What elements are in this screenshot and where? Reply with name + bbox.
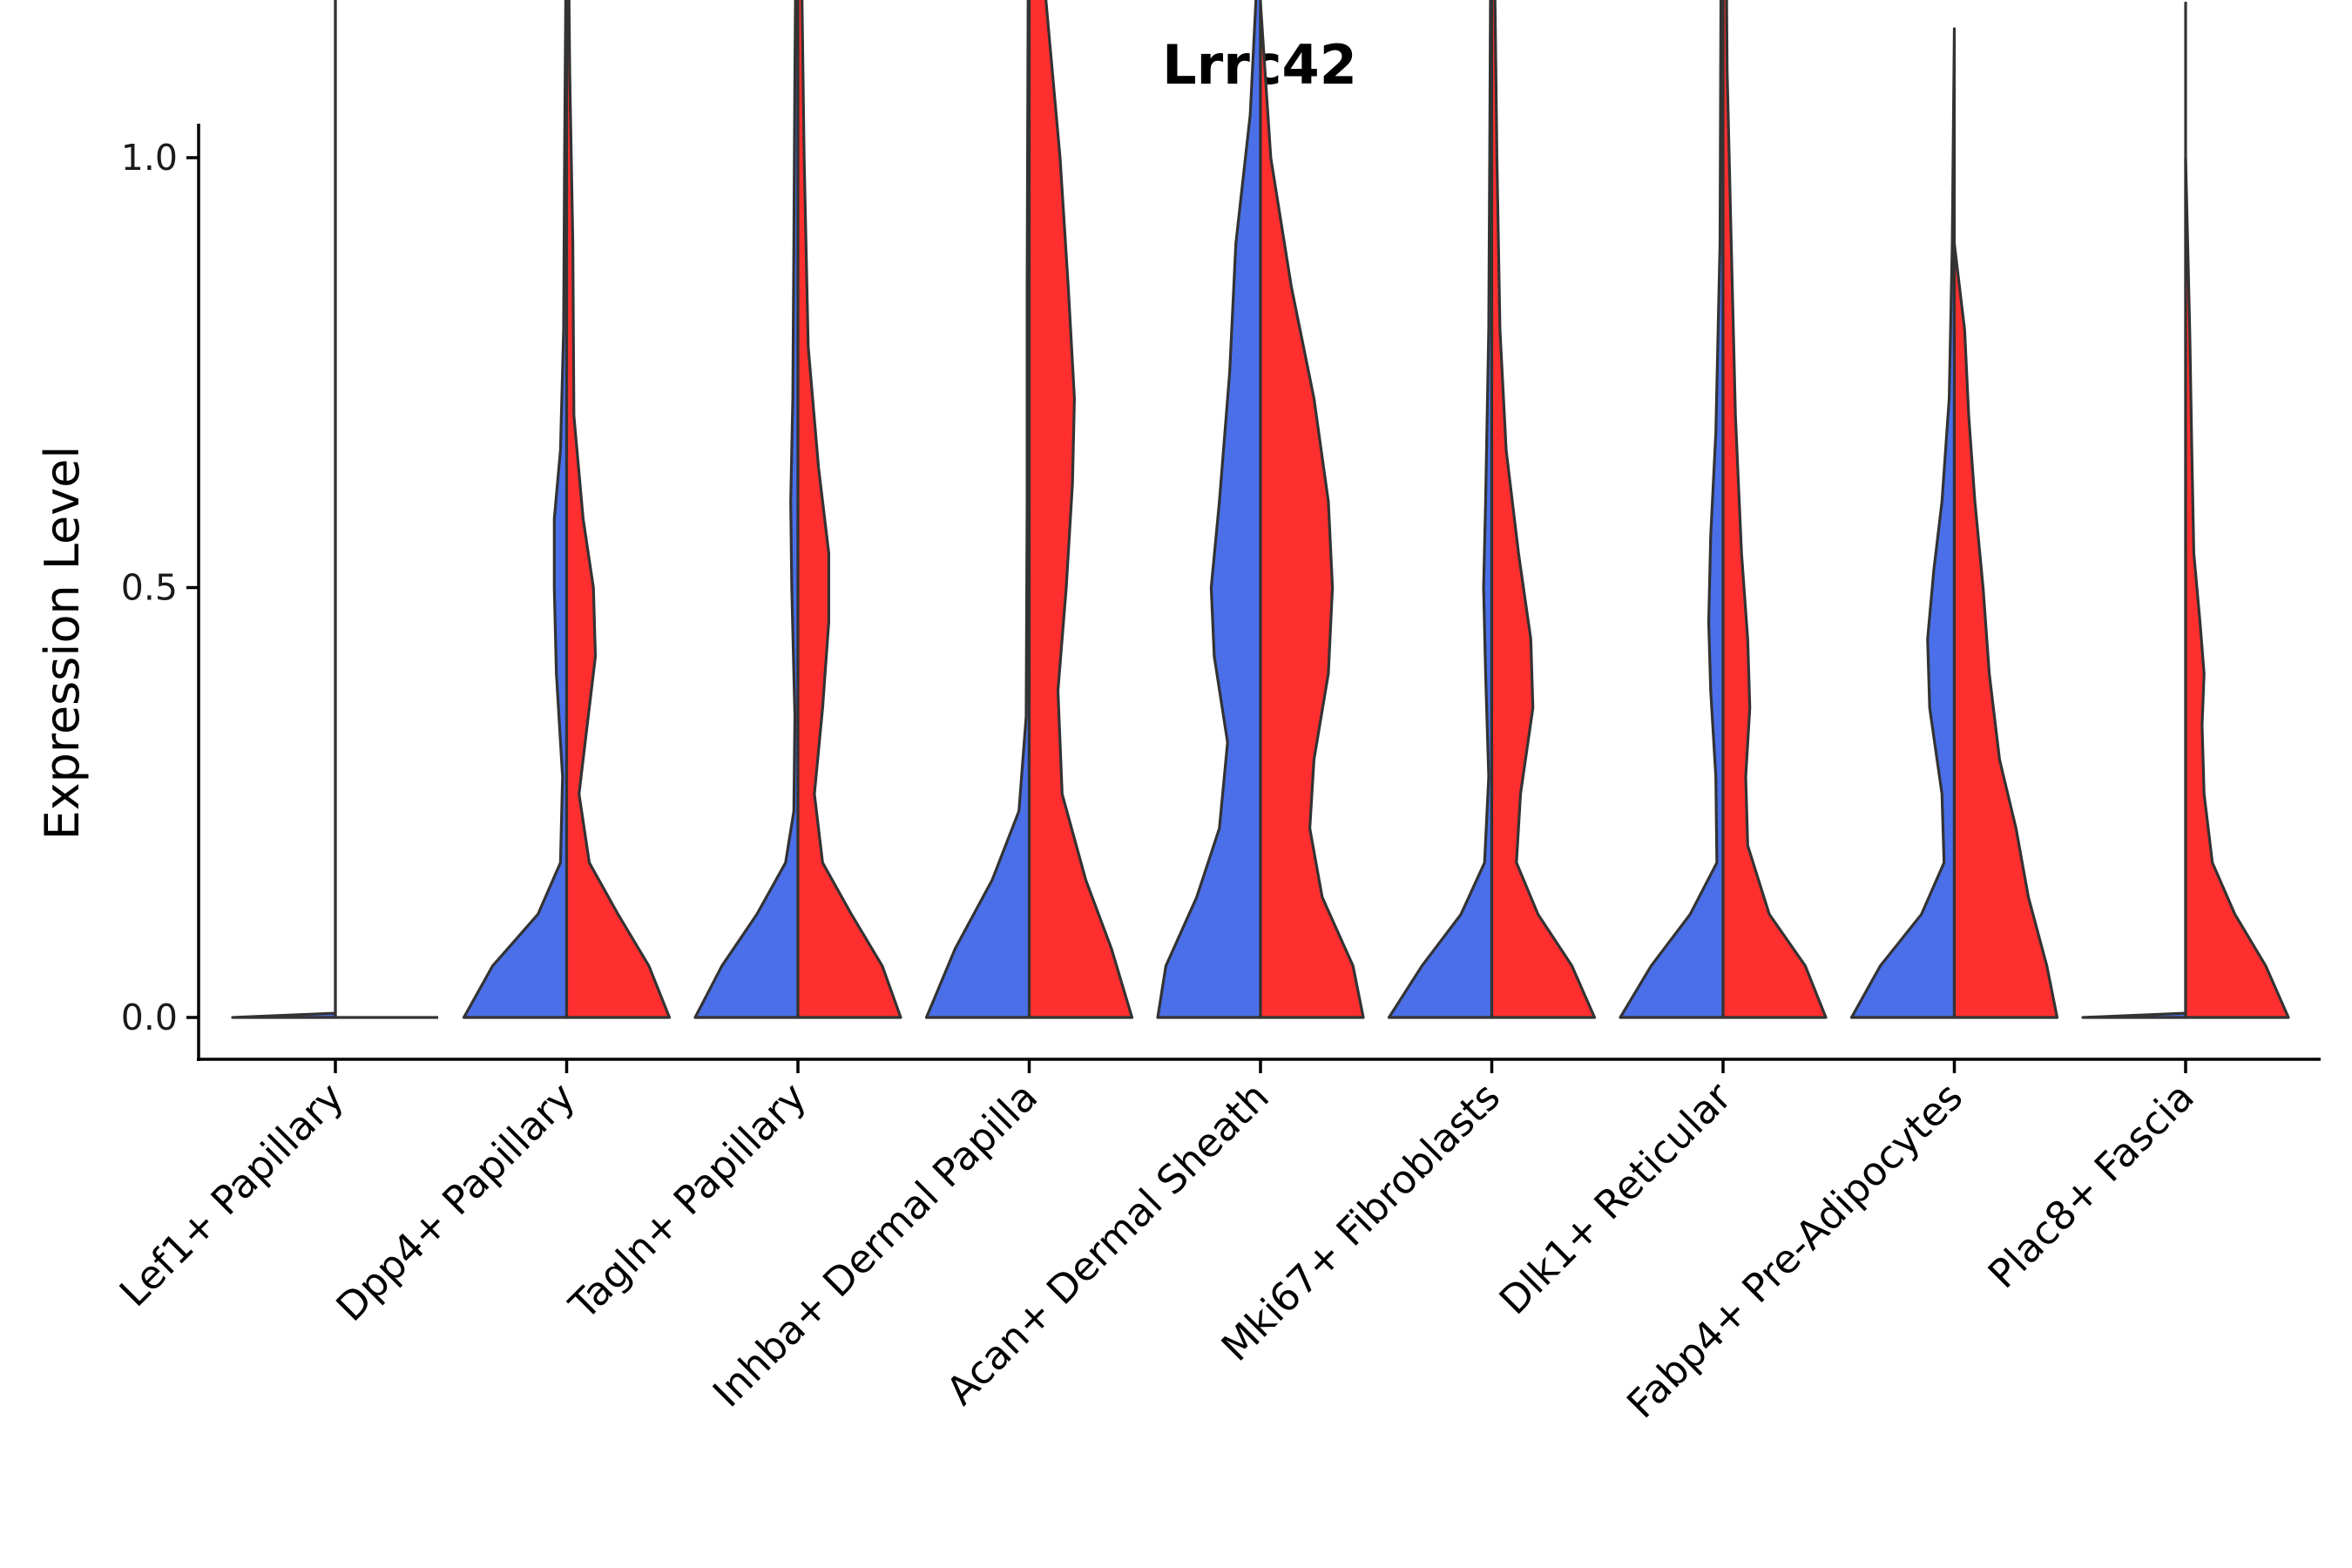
x-tick-label: Tagln+ Papillary bbox=[560, 1073, 815, 1328]
violin-group1-2 bbox=[693, 0, 800, 1019]
y-tick-label: 0.0 bbox=[121, 997, 178, 1038]
violin-group2-8 bbox=[2184, 156, 2290, 1019]
violin-group2-7 bbox=[1952, 242, 2059, 1019]
violin-group1-5 bbox=[1387, 0, 1494, 1019]
y-axis-label: Expression Level bbox=[35, 446, 90, 841]
x-tick-label: Lef1+ Papillary bbox=[111, 1073, 353, 1315]
violin-group2-6 bbox=[1721, 0, 1828, 1019]
violin-group1-6 bbox=[1619, 0, 1725, 1019]
violin-group2-2 bbox=[796, 0, 902, 1019]
violin-group1-8 bbox=[2081, 1, 2187, 1019]
violin-group1-0 bbox=[231, 0, 337, 1019]
violin-group2-1 bbox=[564, 0, 672, 1019]
violin-group1-1 bbox=[462, 0, 569, 1019]
violin-group2-4 bbox=[1259, 1, 1365, 1019]
y-tick-label: 0.5 bbox=[121, 567, 178, 609]
x-tick-label: Dlk1+ Reticular bbox=[1490, 1073, 1740, 1323]
y-tick-label: 1.0 bbox=[121, 137, 178, 179]
violin-group1-3 bbox=[924, 0, 1031, 1019]
violin-group1-7 bbox=[1849, 27, 1957, 1019]
y-ticks: 0.00.51.01.52.0 bbox=[121, 137, 199, 1038]
violin-group1-4 bbox=[1156, 0, 1262, 1019]
x-tick-label: Plac8+ Fascia bbox=[1979, 1073, 2203, 1297]
violin-layer bbox=[231, 0, 2290, 1019]
violin-group2-3 bbox=[1027, 0, 1134, 1019]
axes bbox=[197, 124, 2321, 1061]
violin-group2-5 bbox=[1490, 0, 1597, 1019]
x-tick-label: Dpp4+ Papillary bbox=[327, 1073, 584, 1330]
